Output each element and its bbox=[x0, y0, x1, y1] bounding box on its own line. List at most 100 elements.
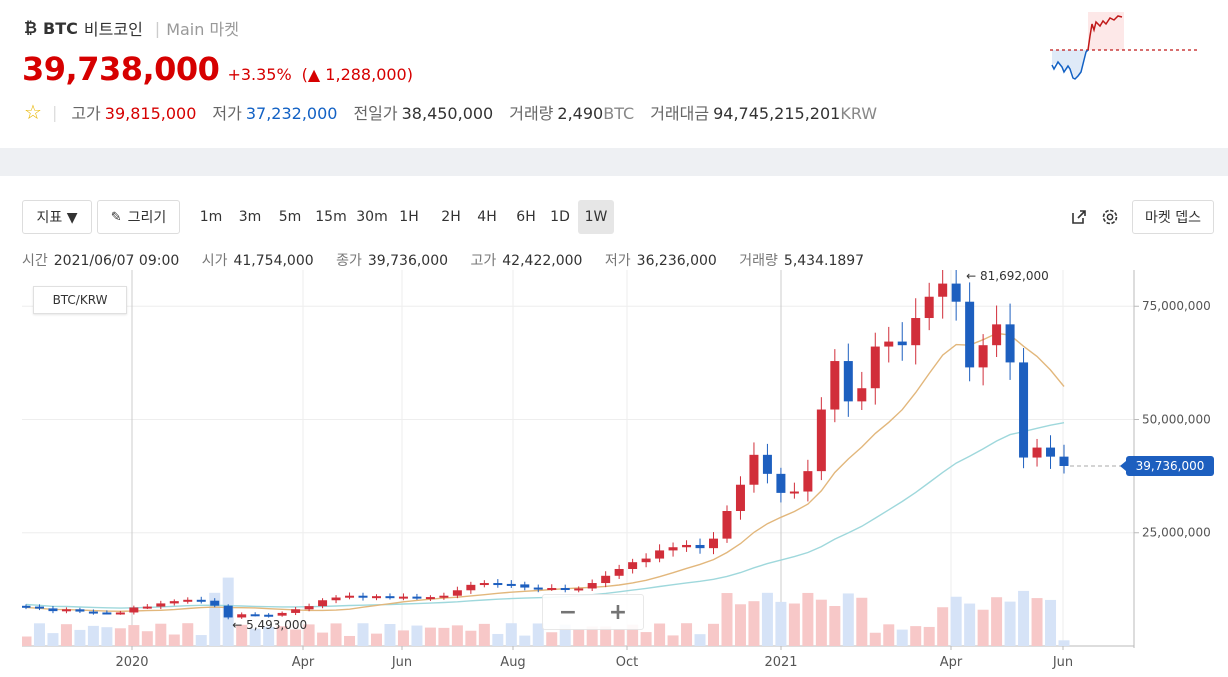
volume-bar bbox=[451, 625, 463, 646]
candle bbox=[857, 388, 867, 402]
x-tick-label: Jun bbox=[1052, 655, 1073, 670]
candle bbox=[978, 345, 988, 368]
volume-bar bbox=[195, 635, 207, 646]
candle bbox=[965, 301, 975, 368]
ohlc-info: 시간 2021/06/07 09:00 시가 41,754,000 종가 39,736… bbox=[22, 253, 865, 269]
volume-bar bbox=[101, 627, 113, 646]
candle bbox=[924, 296, 934, 319]
candle bbox=[210, 600, 220, 606]
candle bbox=[709, 538, 719, 549]
candle bbox=[304, 606, 314, 610]
candle bbox=[830, 361, 840, 410]
volume-bar bbox=[640, 632, 652, 646]
candle bbox=[371, 596, 381, 599]
timeframe-tab-2h[interactable]: 2H bbox=[441, 209, 461, 225]
candle bbox=[439, 595, 449, 598]
candle bbox=[816, 409, 826, 472]
volume-bar bbox=[74, 629, 86, 646]
indicator-button[interactable]: 지표 ▼ bbox=[22, 200, 92, 234]
zoom-out-button[interactable]: − bbox=[558, 599, 578, 625]
candle bbox=[452, 590, 462, 596]
volume-bar bbox=[856, 597, 868, 646]
pencil-icon: ✎ bbox=[110, 209, 122, 225]
candle bbox=[614, 568, 624, 576]
volume-bar bbox=[748, 601, 760, 646]
candle bbox=[938, 283, 948, 297]
candle bbox=[843, 361, 853, 402]
candle bbox=[358, 595, 368, 598]
volume-bar bbox=[22, 636, 32, 646]
candle bbox=[156, 603, 166, 607]
candle bbox=[547, 588, 557, 591]
volume-bar bbox=[586, 626, 598, 646]
candlestick-chart[interactable]: 39,736,000 25,000,000 50,000,000 75,000,000… bbox=[22, 270, 1228, 670]
change-rate: +3.35% bbox=[227, 65, 292, 84]
volume-bar bbox=[344, 635, 356, 646]
candle bbox=[749, 454, 759, 485]
candle bbox=[1005, 324, 1015, 363]
timeframe-tab-30m[interactable]: 30m bbox=[356, 209, 388, 225]
volume-bar bbox=[236, 624, 248, 646]
volume-bar bbox=[168, 634, 180, 646]
gear-icon[interactable] bbox=[1099, 206, 1121, 228]
stats-divider: | bbox=[51, 102, 58, 122]
timeframe-tab-5m[interactable]: 5m bbox=[278, 209, 302, 225]
change-amount: (▲ 1,288,000) bbox=[301, 65, 413, 84]
timeframe-tab-4h[interactable]: 4H bbox=[477, 209, 497, 225]
candle bbox=[237, 614, 247, 618]
x-tick-label: Oct bbox=[616, 655, 638, 670]
volume-bar bbox=[1031, 598, 1043, 646]
x-tick-label: Apr bbox=[940, 655, 963, 670]
candle bbox=[668, 547, 678, 551]
coin-name: 비트코인 bbox=[83, 20, 143, 39]
volume-bar bbox=[627, 624, 639, 646]
stat-low: 저가 37,232,000 bbox=[212, 104, 338, 123]
stat-prev: 전일가 38,450,000 bbox=[353, 104, 494, 123]
candle bbox=[61, 609, 71, 612]
volume-bar bbox=[397, 630, 409, 646]
candle bbox=[493, 583, 503, 586]
timeframe-tab-1d[interactable]: 1D bbox=[550, 209, 570, 225]
timeframe-tab-6h[interactable]: 6H bbox=[516, 209, 536, 225]
volume-bar bbox=[357, 623, 369, 646]
favorite-star-icon[interactable]: ☆ bbox=[24, 100, 42, 124]
volume-bar bbox=[802, 592, 814, 646]
volume-bar bbox=[1058, 640, 1070, 646]
candle bbox=[425, 597, 435, 600]
candle bbox=[884, 341, 894, 347]
zoom-in-button[interactable]: + bbox=[608, 599, 628, 625]
candle bbox=[22, 605, 31, 608]
volume-bar bbox=[1004, 601, 1016, 646]
candle bbox=[291, 609, 301, 613]
volume-bar bbox=[263, 626, 275, 646]
volume-bar bbox=[478, 623, 490, 646]
x-tick-label: Aug bbox=[500, 655, 525, 670]
candle bbox=[601, 575, 611, 584]
volume-bar bbox=[600, 626, 612, 646]
low-annotation: ← 5,493,000 bbox=[232, 618, 307, 632]
market-name[interactable]: Main 마켓 bbox=[166, 20, 239, 39]
candle bbox=[412, 596, 422, 599]
candle bbox=[169, 601, 179, 604]
timeframe-tab-1w[interactable]: 1W bbox=[578, 200, 614, 234]
title-separator: | bbox=[154, 18, 161, 38]
candle bbox=[574, 588, 584, 591]
candle bbox=[331, 597, 341, 601]
volume-bar bbox=[883, 624, 895, 646]
candle bbox=[1046, 447, 1056, 457]
candle bbox=[762, 454, 772, 474]
volume-bar bbox=[424, 627, 436, 646]
volume-bar bbox=[465, 630, 477, 646]
timeframe-tab-15m[interactable]: 15m bbox=[315, 209, 347, 225]
volume-bar bbox=[438, 627, 450, 646]
timeframe-tab-3m[interactable]: 3m bbox=[238, 209, 262, 225]
draw-button[interactable]: ✎ 그리기 bbox=[97, 200, 180, 234]
candle bbox=[897, 341, 907, 346]
x-tick-label: Apr bbox=[292, 655, 315, 670]
volume-bar bbox=[141, 631, 153, 646]
timeframe-tab-1m[interactable]: 1m bbox=[199, 209, 223, 225]
volume-bar bbox=[87, 625, 99, 646]
timeframe-tab-1h[interactable]: 1H bbox=[399, 209, 419, 225]
market-depth-button[interactable]: 마켓 뎁스 bbox=[1132, 200, 1214, 234]
popout-icon[interactable] bbox=[1068, 206, 1090, 228]
